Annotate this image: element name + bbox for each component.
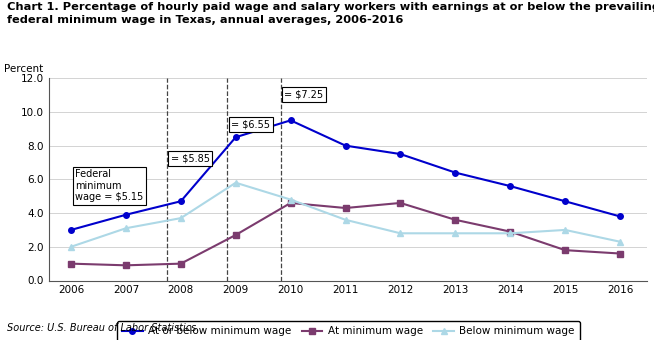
Text: Percent: Percent bbox=[4, 64, 43, 74]
Legend: At or below minimum wage, At minimum wage, Below minimum wage: At or below minimum wage, At minimum wag… bbox=[116, 321, 580, 340]
Text: Chart 1. Percentage of hourly paid wage and salary workers with earnings at or b: Chart 1. Percentage of hourly paid wage … bbox=[7, 2, 654, 12]
Text: = $7.25: = $7.25 bbox=[284, 89, 323, 99]
Text: federal minimum wage in Texas, annual averages, 2006-2016: federal minimum wage in Texas, annual av… bbox=[7, 15, 403, 25]
Text: Source: U.S. Bureau of Labor Statistics.: Source: U.S. Bureau of Labor Statistics. bbox=[7, 323, 199, 333]
Text: = $6.55: = $6.55 bbox=[232, 119, 270, 130]
Text: = $5.85: = $5.85 bbox=[171, 153, 210, 163]
Text: Federal
minimum
wage = $5.15: Federal minimum wage = $5.15 bbox=[75, 169, 144, 202]
